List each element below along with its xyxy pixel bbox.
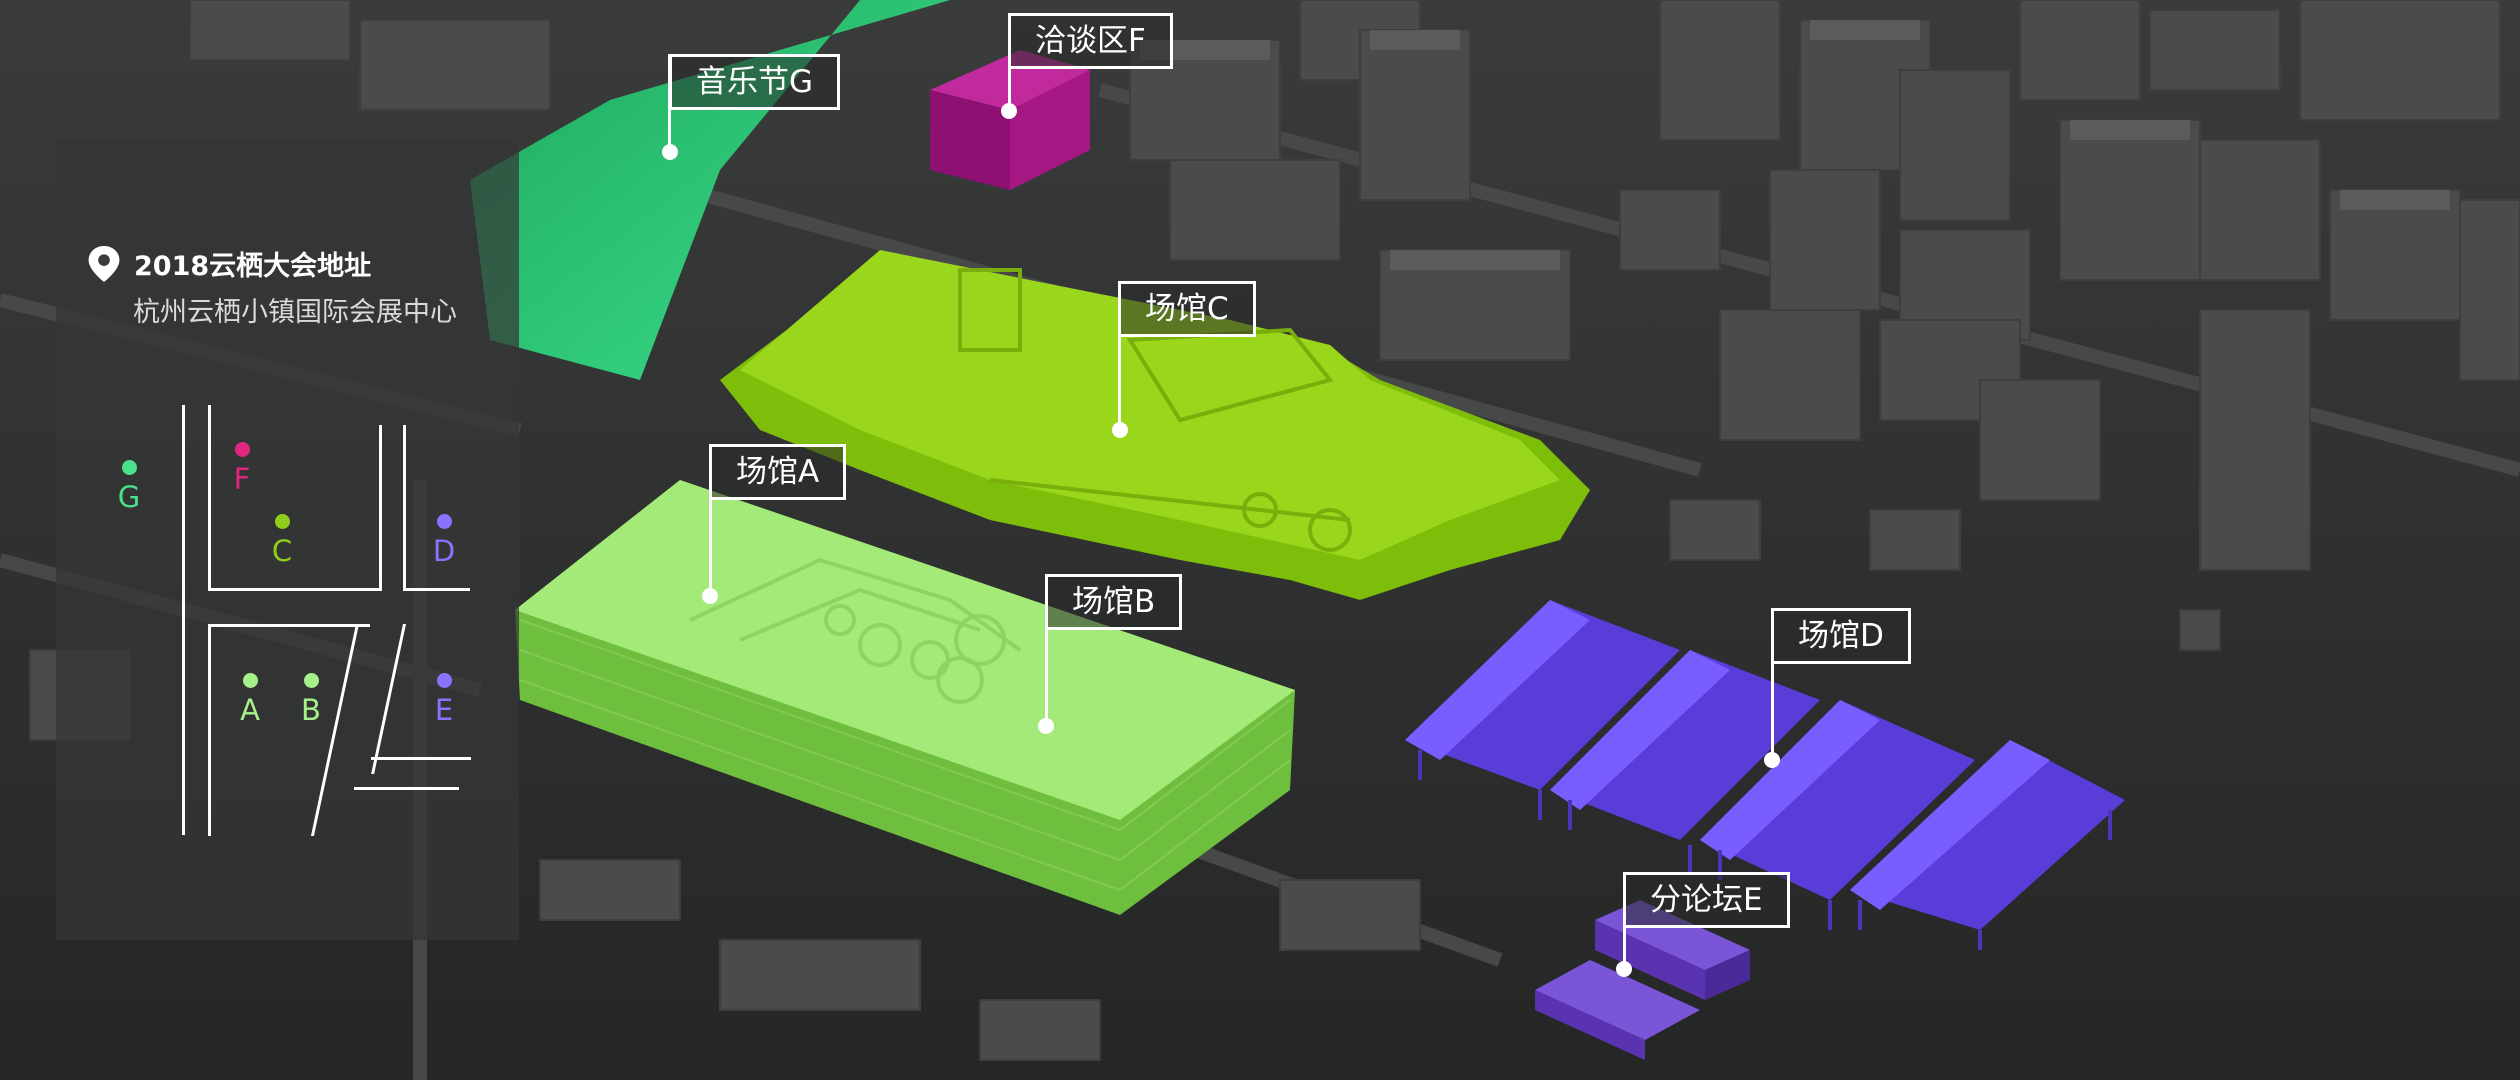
legend-letter-f: F <box>233 462 251 496</box>
legend-marker-c <box>275 514 290 529</box>
legend-marker-d <box>437 514 452 529</box>
venue-d-label[interactable]: 场馆D <box>1771 608 1911 664</box>
venue-g-marker[interactable] <box>662 144 678 160</box>
venue-d-leader <box>1771 608 1774 760</box>
venue-g-label[interactable]: 音乐节G <box>669 54 841 110</box>
legend-marker-g <box>122 460 137 475</box>
venue-c-label[interactable]: 场馆C <box>1118 281 1256 337</box>
legend-letter-d: D <box>432 534 456 568</box>
legend-marker-f <box>235 442 250 457</box>
legend-letter-g: G <box>117 480 141 514</box>
venue-e-leader <box>1623 872 1626 970</box>
venue-c-leader <box>1118 281 1121 429</box>
venue-e-marker[interactable] <box>1616 961 1632 977</box>
venue-a-marker[interactable] <box>702 588 718 604</box>
venue-b-leader <box>1045 574 1048 726</box>
venue-b-label[interactable]: 场馆B <box>1045 574 1183 630</box>
legend-letter-a: A <box>240 693 260 727</box>
legend-marker-a <box>243 673 258 688</box>
venue-c-marker[interactable] <box>1112 422 1128 438</box>
venue-a-label[interactable]: 场馆A <box>709 444 847 500</box>
venue-d-shape[interactable] <box>1405 600 2125 950</box>
venue-a-leader <box>709 444 712 596</box>
venue-f-label[interactable]: 洽谈区F <box>1008 13 1173 69</box>
venue-e-label[interactable]: 分论坛E <box>1623 872 1790 928</box>
venue-d-marker[interactable] <box>1764 752 1780 768</box>
venue-g-leader <box>668 54 671 152</box>
legend-address: 杭州云栖小镇国际会展中心 <box>133 297 457 328</box>
legend-header: 2018云栖大会地址 <box>88 244 371 283</box>
legend-letter-e: E <box>434 693 454 727</box>
venue-f-leader <box>1008 13 1011 111</box>
legend-letter-c: C <box>271 534 293 568</box>
legend-title: 2018云栖大会地址 <box>134 251 372 282</box>
legend-marker-b <box>304 673 319 688</box>
background-buildings <box>29 0 2520 1061</box>
venue-b-marker[interactable] <box>1038 718 1054 734</box>
venue-c-shape[interactable] <box>720 250 1590 600</box>
legend-marker-e <box>437 673 452 688</box>
legend-letter-b: B <box>301 693 321 727</box>
location-pin-icon <box>88 245 120 282</box>
venue-g-shape[interactable] <box>470 0 950 380</box>
venue-f-marker[interactable] <box>1001 103 1017 119</box>
legend-panel: 2018云栖大会地址 杭州云栖小镇国际会展中心 G F C D A B E <box>56 140 519 940</box>
